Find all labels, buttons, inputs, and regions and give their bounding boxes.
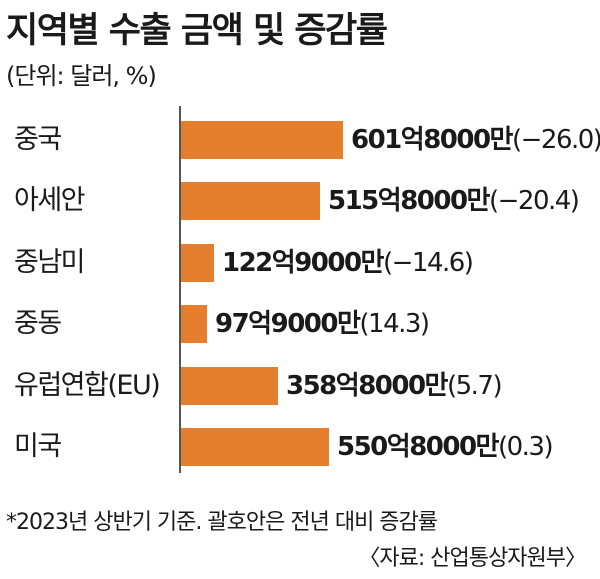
chart-title: 지역별 수출 금액 및 증감률	[6, 11, 388, 51]
source-note: 〈자료: 산업통상자원부〉	[358, 546, 587, 571]
category-label: 중동	[14, 308, 62, 340]
category-label: 중남미	[14, 246, 86, 278]
category-axis-line	[179, 106, 181, 473]
bar	[181, 305, 207, 344]
category-label: 아세안	[14, 185, 86, 217]
category-label: 미국	[14, 431, 62, 462]
unit-note: (단위: 달러, %)	[6, 62, 157, 90]
footnote: *2023년 상반기 기준. 괄호안은 전년 대비 증감률	[6, 510, 438, 535]
bar	[181, 182, 320, 221]
data-label: 601억8000만(−26.0)	[351, 125, 600, 155]
bar	[181, 243, 214, 282]
data-label: 550억8000만(0.3)	[337, 432, 554, 462]
data-label: 122억9000만(−14.6)	[222, 247, 474, 278]
category-label: 중국	[14, 124, 62, 155]
data-label: 515억8000만(−20.4)	[328, 186, 580, 217]
bar	[181, 366, 278, 405]
data-label: 358억8000만(5.7)	[286, 370, 503, 401]
bar	[181, 121, 343, 159]
category-label: 유럽연합(EU)	[14, 369, 161, 401]
bar	[181, 428, 329, 466]
data-label: 97억9000만(14.3)	[215, 309, 430, 340]
